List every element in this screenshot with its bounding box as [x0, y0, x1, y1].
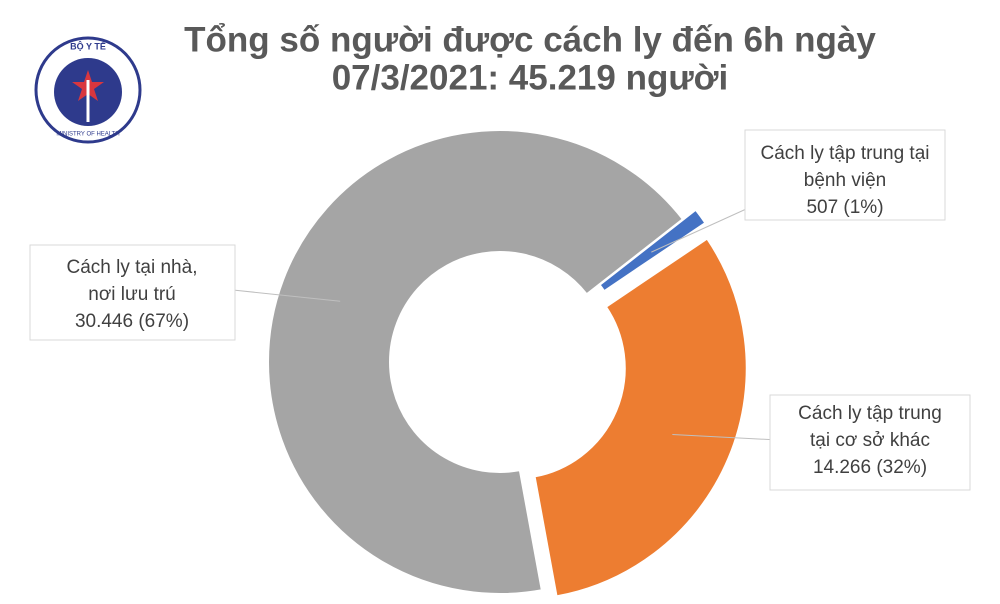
label-box [769, 394, 971, 491]
slice-label: Cách ly tập trung tại [761, 143, 930, 164]
logo: BỘ Y TẾ MINISTRY OF HEALTH [34, 36, 142, 144]
slice-label: nơi lưu trú [88, 284, 176, 305]
donut-slice [267, 129, 685, 595]
label-box [29, 244, 236, 341]
chart-title: 07/3/2021: 45.219 người [332, 58, 729, 97]
chart-title: Tổng số người được cách ly đến 6h ngày [184, 20, 876, 59]
slice-label: Cách ly tập trung [798, 403, 942, 424]
slice-label: tại cơ sở khác [810, 430, 930, 451]
label-box [744, 129, 946, 221]
value-label: 30.446 (67%) [75, 311, 189, 332]
logo-top: BỘ Y TẾ [70, 40, 106, 51]
value-label: 14.266 (32%) [813, 457, 927, 478]
donut-slice [533, 237, 748, 598]
leader-line [232, 289, 341, 302]
logo-bottom: MINISTRY OF HEALTH [56, 132, 119, 138]
leader-line [651, 204, 756, 253]
value-label: 507 (1%) [806, 197, 883, 218]
slice-label: bệnh viện [804, 170, 886, 191]
slice-label: Cách ly tại nhà, [67, 257, 198, 278]
leader-line [672, 434, 779, 441]
donut-slice [598, 208, 707, 293]
